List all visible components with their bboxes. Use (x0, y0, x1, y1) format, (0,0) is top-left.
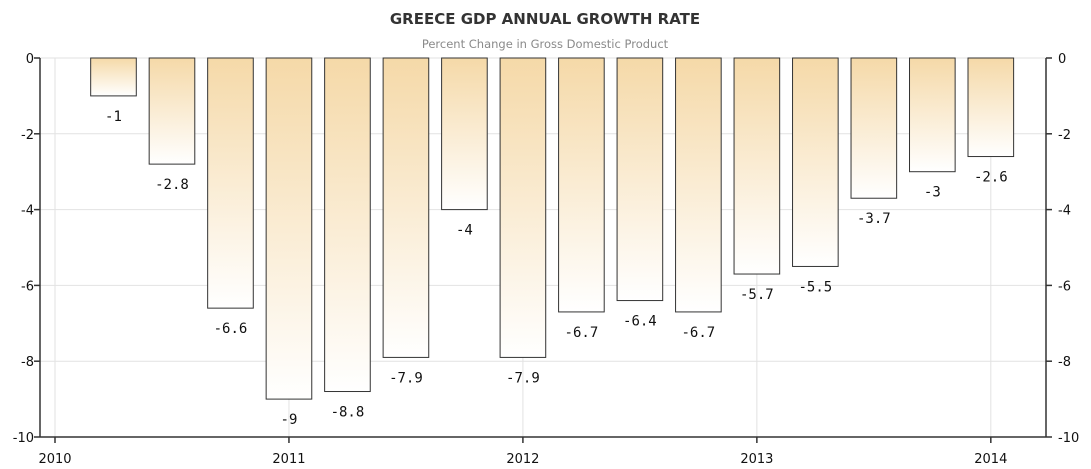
y-tick-label-left: 0 (26, 52, 34, 67)
bar (382, 57, 430, 358)
y-tick-label-right: -8 (1058, 355, 1071, 370)
y-tick-label-left: -10 (13, 431, 34, 446)
data-label: -4 (456, 223, 473, 239)
y-tick-label-right: 0 (1058, 52, 1066, 67)
x-tick-label: 2011 (272, 452, 305, 467)
bar (909, 57, 956, 173)
bar (733, 57, 781, 275)
data-label: -7.9 (506, 370, 540, 386)
bar (265, 57, 313, 400)
bar (850, 57, 898, 199)
y-tick-label-left: -6 (21, 279, 34, 294)
y-tick-label-right: -2 (1058, 128, 1071, 143)
bar (207, 57, 254, 309)
bar (324, 57, 371, 393)
bar (616, 57, 664, 302)
bar (148, 57, 196, 165)
bar (967, 57, 1015, 158)
data-label: -2.8 (155, 177, 189, 193)
x-tick-label: 2010 (38, 452, 71, 467)
bar (792, 57, 839, 267)
bar (441, 57, 488, 211)
bar (499, 57, 547, 358)
bar (90, 57, 137, 97)
data-label: -3.7 (857, 211, 891, 227)
data-label: -1 (105, 109, 122, 125)
data-label: -2.6 (974, 170, 1008, 186)
data-label: -5.5 (798, 279, 832, 295)
bar (675, 57, 722, 313)
data-label: -7.9 (389, 370, 423, 386)
axes: 0 0 -2 -2 -4 -4 -6 -6 -8 -8 -10 -10 2010 2011 2012 2013… (13, 52, 1079, 467)
data-label: -9 (281, 412, 298, 428)
x-tick-label: 2012 (506, 452, 539, 467)
y-tick-label-right: -4 (1058, 204, 1071, 219)
data-label: -5.7 (740, 287, 774, 303)
y-tick-label-left: -8 (21, 355, 34, 370)
data-label: -3 (924, 185, 941, 201)
data-label: -6.4 (623, 314, 657, 330)
chart-title: GREECE GDP ANNUAL GROWTH RATE (390, 10, 700, 28)
data-label: -6.7 (565, 325, 599, 341)
bar (558, 57, 605, 313)
data-label: -8.8 (331, 405, 365, 421)
chart-subtitle: Percent Change in Gross Domestic Product (422, 37, 669, 51)
y-tick-label-right: -10 (1058, 431, 1079, 446)
bars: -1 -2.8 -6.6 -9 -8.8 -7.9 -4 -7.9 -6.7 -6.4 -6.7 -5… (90, 57, 1015, 428)
data-label: -6.7 (682, 325, 716, 341)
y-tick-label-right: -6 (1058, 279, 1071, 294)
y-tick-label-left: -2 (21, 128, 34, 143)
x-tick-label: 2014 (974, 452, 1007, 467)
x-tick-label: 2013 (740, 452, 773, 467)
y-tick-label-left: -4 (21, 204, 34, 219)
data-label: -6.6 (214, 321, 248, 337)
